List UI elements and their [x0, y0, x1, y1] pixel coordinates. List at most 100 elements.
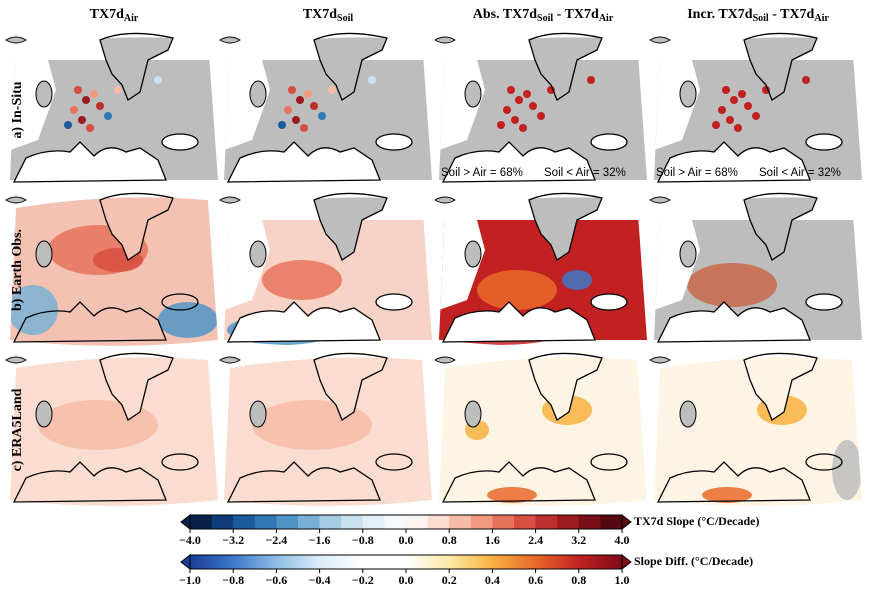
map-panel	[220, 353, 432, 506]
station	[310, 102, 318, 110]
annotation: Soil < Air = 32%	[759, 167, 841, 179]
colorbar-bin	[471, 515, 493, 529]
station	[511, 116, 519, 124]
map-panel	[220, 193, 432, 346]
island	[465, 81, 481, 107]
station	[712, 121, 720, 129]
iceland	[6, 37, 26, 43]
column-title: Abs. TX7dSoil - TX7dAir	[473, 7, 614, 24]
station	[74, 86, 82, 94]
colorbar-bin	[492, 515, 514, 529]
colorbar-bin	[449, 515, 471, 529]
colorbar-bin	[298, 515, 320, 529]
colorbar-tick-label: 1.6	[485, 533, 500, 547]
island	[250, 401, 266, 427]
iceland	[435, 37, 455, 43]
map-field	[439, 353, 647, 506]
station	[503, 106, 511, 114]
station	[292, 116, 300, 124]
map-field	[10, 33, 218, 186]
island	[36, 401, 52, 427]
field-patch	[562, 270, 592, 290]
station	[304, 90, 312, 98]
colorbar-bin	[557, 515, 579, 529]
colorbar-bin	[600, 515, 622, 529]
colorbar-bin	[428, 515, 450, 529]
station	[738, 90, 746, 98]
colorbar-tick-label: 0.8	[571, 573, 586, 587]
map-field	[654, 193, 862, 346]
title-part: TX7d	[303, 7, 337, 22]
station	[726, 116, 734, 124]
map-field	[437, 193, 647, 346]
colorbar-tick-label: −0.6	[265, 573, 287, 587]
station	[507, 86, 515, 94]
column-title: Incr. TX7dSoil - TX7dAir	[687, 7, 829, 24]
colorbar-bin	[212, 515, 234, 529]
subscript: Air	[599, 13, 614, 24]
colorbar-bin	[190, 515, 212, 529]
colorbar-tick-label: −0.2	[352, 573, 374, 587]
colorbar-label: TX7d Slope (°C/Decade)	[634, 514, 759, 528]
colorbar-tick-label: 0.2	[442, 573, 457, 587]
iceland	[220, 357, 240, 363]
colorbar-tick-label: −4.0	[179, 533, 201, 547]
colorbar-tick-label: 0.6	[528, 573, 543, 587]
iceland	[220, 197, 240, 203]
colorbar-tick-label: 2.4	[528, 533, 543, 547]
colorbar-bin	[536, 515, 558, 529]
field-patch	[832, 440, 862, 500]
island	[680, 81, 696, 107]
island	[680, 401, 696, 427]
station	[523, 90, 531, 98]
colorbar-tick-label: −2.4	[265, 533, 287, 547]
iceland	[650, 197, 670, 203]
island	[36, 81, 52, 107]
colorbar-bin	[255, 515, 277, 529]
island	[250, 81, 266, 107]
colorbar-bin	[363, 515, 385, 529]
map-field	[224, 33, 432, 186]
station	[537, 112, 545, 120]
title-part: TX7d	[90, 7, 124, 22]
colorbar-tick-label: 0.8	[442, 533, 457, 547]
colorbar-bin	[233, 515, 255, 529]
station	[328, 86, 336, 94]
station	[78, 116, 86, 124]
iceland	[220, 37, 240, 43]
colorbar-tick-label: −0.4	[309, 573, 331, 587]
colorbar-arrow	[181, 555, 190, 569]
station	[288, 86, 296, 94]
field-patch	[687, 263, 777, 307]
subscript: Soil	[337, 13, 353, 24]
station	[722, 86, 730, 94]
station	[519, 124, 527, 132]
subscript: Air	[814, 13, 829, 24]
island	[465, 241, 481, 267]
iceland	[435, 197, 455, 203]
station	[114, 86, 122, 94]
station	[497, 121, 505, 129]
map-panel	[220, 33, 432, 186]
colorbar-tick-label: 0.4	[485, 573, 500, 587]
station	[154, 76, 162, 84]
station	[368, 76, 376, 84]
title-part: - TX7d	[769, 7, 815, 22]
colorbar-tick-label: 3.2	[571, 533, 586, 547]
map-field	[224, 193, 432, 346]
colorbar-tick-label: −0.8	[222, 573, 244, 587]
field-patch	[262, 260, 342, 300]
subscript: Soil	[537, 13, 553, 24]
colorbar-bin	[276, 515, 298, 529]
station	[86, 124, 94, 132]
station	[90, 90, 98, 98]
station	[82, 96, 90, 104]
colorbar-bin	[320, 515, 342, 529]
station	[587, 76, 595, 84]
colorbar-tick-label: −3.2	[222, 533, 244, 547]
map-panel	[6, 193, 218, 346]
colorbar-arrow	[622, 515, 631, 529]
title-part: - TX7d	[553, 7, 599, 22]
station	[296, 96, 304, 104]
colorbar-gradient	[190, 555, 622, 569]
